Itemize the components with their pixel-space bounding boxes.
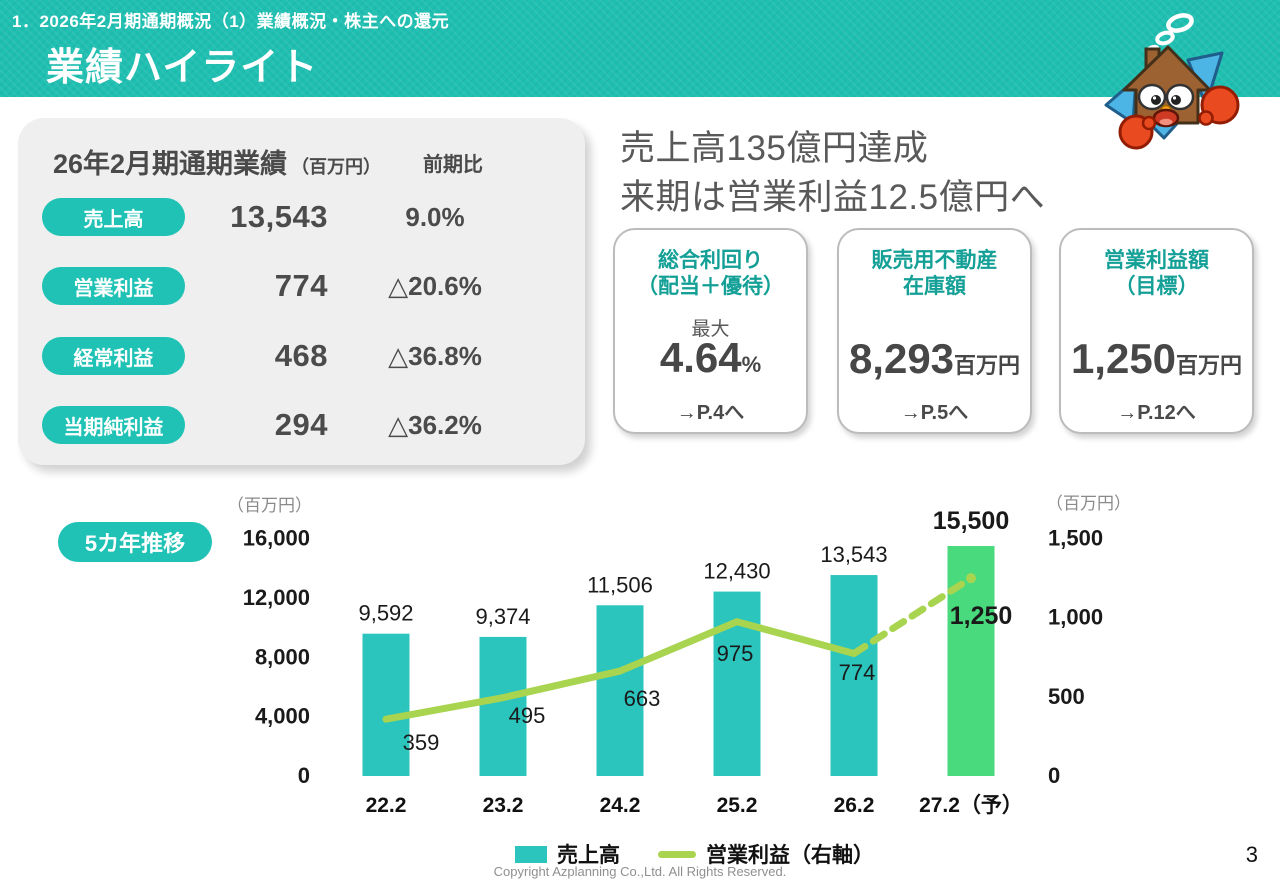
legend-bar-swatch-icon xyxy=(515,845,547,863)
table-row: 営業利益 774 △20.6% xyxy=(18,267,585,305)
legend-label-sales: 売上高 xyxy=(557,844,620,867)
line-value-label: 359 xyxy=(403,730,440,755)
headline: 売上高135億円達成 来期は営業利益12.5億円へ xyxy=(620,124,1045,222)
line-value-label: 774 xyxy=(839,660,876,685)
metric-value: 294 xyxy=(274,407,328,442)
bar-value-label: 9,374 xyxy=(475,604,530,629)
kpi-prefix: 最大 xyxy=(691,319,730,340)
right-axis-unit: （百万円） xyxy=(1046,494,1131,513)
header-band xyxy=(0,0,1280,97)
bar-value-label: 11,506 xyxy=(587,572,653,597)
x-axis-label: 24.2 xyxy=(600,794,641,817)
metric-value: 774 xyxy=(274,268,328,303)
page-link[interactable]: →P.4へ xyxy=(676,402,745,424)
line-value-label: 663 xyxy=(624,686,661,711)
line-value-label: 1,250 xyxy=(950,602,1013,630)
left-axis-tick: 12,000 xyxy=(243,585,310,610)
table-row: 経常利益 468 △36.8% xyxy=(18,337,585,375)
metric-yoy: △20.6% xyxy=(388,271,482,301)
kpi-card-total-yield: 総合利回り （配当＋優待） 最大 4.64% →P.4へ xyxy=(613,228,808,434)
results-summary-panel: 26年2月期通期業績 （百万円） 前期比 売上高 13,543 9.0% 営業利… xyxy=(18,118,585,465)
right-axis-tick: 500 xyxy=(1048,684,1085,709)
chart-badge: 5カ年推移 xyxy=(58,522,212,562)
kpi-value: 最大 4.64% xyxy=(615,314,806,379)
metric-pill-operating-profit: 営業利益 xyxy=(42,267,185,305)
right-axis-tick: 0 xyxy=(1048,763,1060,788)
kpi-value: 1,250百万円 xyxy=(1070,335,1243,382)
metric-yoy: △36.8% xyxy=(388,341,482,371)
metric-value: 13,543 xyxy=(230,199,328,234)
metric-value: 468 xyxy=(274,338,328,373)
page-link[interactable]: →P.5へ xyxy=(900,402,969,424)
right-axis-tick: 1,500 xyxy=(1048,526,1103,551)
bar-value-label: 9,592 xyxy=(358,601,413,626)
x-axis-label: 22.2 xyxy=(366,794,407,817)
x-axis-label: 23.2 xyxy=(483,794,524,817)
left-axis-tick: 16,000 xyxy=(243,526,310,551)
kpi-card-operating-profit-target: 営業利益額 （目標） 1,250百万円 →P.12へ xyxy=(1059,228,1254,434)
panel-title: 26年2月期通期業績 xyxy=(53,149,288,179)
page-number: 3 xyxy=(1245,842,1258,867)
x-axis-label: 26.2 xyxy=(834,794,875,817)
forecast-point xyxy=(966,573,976,584)
mascot-gloves xyxy=(1118,85,1240,150)
panel-title-row: 26年2月期通期業績 （百万円） xyxy=(53,142,563,181)
mascot-body xyxy=(1122,45,1212,128)
metric-pill-sales: 売上高 xyxy=(42,198,185,236)
metric-yoy: △36.2% xyxy=(388,410,482,440)
bar-value-label: 12,430 xyxy=(703,559,770,584)
metric-yoy: 9.0% xyxy=(405,202,465,232)
metric-pill-ordinary-profit: 経常利益 xyxy=(42,337,185,375)
panel-title-unit: （百万円） xyxy=(291,157,382,177)
page-title: 業績ハイライト xyxy=(46,47,319,89)
copyright-text: Copyright Azplanning Co.,Ltd. All Rights… xyxy=(493,864,787,879)
left-axis-tick: 8,000 xyxy=(255,644,310,669)
yoy-column-header: 前期比 xyxy=(423,154,483,176)
bar-value-label: 13,543 xyxy=(820,542,887,567)
breadcrumb: 1．2026年2月期通期概況（1）業績概況・株主への還元 xyxy=(12,12,450,31)
mascot-character xyxy=(1104,13,1240,150)
kpi-value: 8,293百万円 xyxy=(848,335,1021,382)
kpi-title: 営業利益額 （目標） xyxy=(1104,249,1209,298)
left-axis-tick: 4,000 xyxy=(255,704,310,729)
left-axis-tick: 0 xyxy=(298,763,310,788)
headline-line2: 来期は営業利益12.5億円へ xyxy=(620,178,1046,217)
operating-profit-line xyxy=(382,618,858,723)
chart-legend: 売上高 営業利益（右軸） xyxy=(515,839,874,869)
operating-profit-forecast-line xyxy=(850,574,975,658)
kpi-title: 総合利回り （配当＋優待） xyxy=(637,249,784,298)
metric-pill-net-income: 当期純利益 xyxy=(42,406,185,444)
sales-bar xyxy=(479,636,527,776)
sales-bar xyxy=(830,575,878,776)
sales-bar xyxy=(362,633,410,776)
headline-line1: 売上高135億円達成 xyxy=(620,129,929,168)
bar-value-label: 15,500 xyxy=(933,507,1009,535)
x-axis-label: 27.2（予） xyxy=(919,793,1023,817)
left-axis-unit: （百万円） xyxy=(227,496,312,515)
table-row: 売上高 13,543 9.0% xyxy=(18,198,585,236)
bubble-icon xyxy=(1155,30,1175,46)
right-axis-tick: 1,000 xyxy=(1048,605,1103,630)
legend-label-operating-profit: 営業利益（右軸） xyxy=(706,844,874,867)
line-value-label: 975 xyxy=(717,641,754,666)
bubble-icon xyxy=(1166,13,1194,33)
legend-line-swatch-icon xyxy=(658,850,696,858)
x-axis-label: 25.2 xyxy=(717,794,758,817)
kpi-card-inventory: 販売用不動産 在庫額 8,293百万円 →P.5へ xyxy=(837,228,1032,434)
kpi-title: 販売用不動産 在庫額 xyxy=(871,249,998,298)
page-link[interactable]: →P.12へ xyxy=(1117,402,1196,424)
line-value-label: 495 xyxy=(509,703,546,728)
table-row: 当期純利益 294 △36.2% xyxy=(18,406,585,444)
sales-bar xyxy=(596,605,644,776)
